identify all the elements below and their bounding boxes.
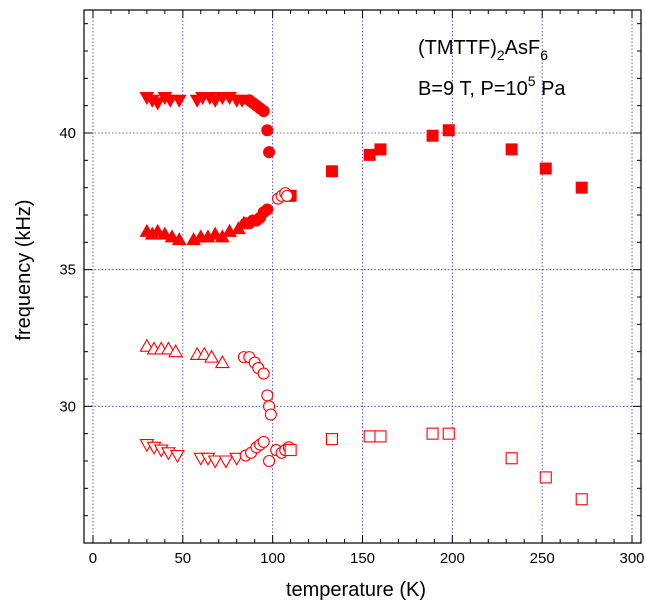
conditions-annotation: B=9 T, P=105 Pa bbox=[418, 73, 566, 100]
data-point bbox=[505, 452, 518, 465]
x-tick-label: 200 bbox=[440, 550, 465, 567]
data-point bbox=[426, 129, 439, 142]
data-point bbox=[171, 232, 187, 246]
series-6 bbox=[139, 338, 230, 369]
series-10 bbox=[284, 427, 588, 506]
data-point bbox=[214, 354, 230, 369]
data-point bbox=[426, 427, 439, 440]
compound-subscript-2: 6 bbox=[540, 47, 548, 63]
data-point bbox=[168, 344, 184, 358]
conditions-prefix: B=9 T, P=10 bbox=[418, 78, 528, 100]
data-point bbox=[363, 430, 376, 443]
data-point bbox=[207, 455, 223, 469]
data-point bbox=[374, 430, 387, 443]
y-tick-label: 30 bbox=[59, 398, 76, 415]
data-point bbox=[264, 408, 277, 421]
series-2 bbox=[239, 94, 276, 230]
data-points bbox=[139, 91, 588, 506]
data-point bbox=[257, 367, 270, 380]
data-point bbox=[257, 435, 270, 448]
data-point bbox=[325, 433, 339, 446]
data-point bbox=[280, 189, 294, 202]
data-point bbox=[207, 94, 223, 108]
data-point bbox=[236, 215, 252, 229]
data-point bbox=[261, 389, 274, 402]
data-point bbox=[374, 143, 387, 156]
data-point bbox=[505, 143, 518, 156]
data-point bbox=[162, 94, 178, 108]
tick-labels: 0 50 100 150 200 250 300 30 35 40 bbox=[59, 125, 644, 567]
data-point bbox=[150, 223, 166, 237]
y-tick-label: 40 bbox=[59, 125, 76, 142]
data-point bbox=[218, 455, 234, 469]
x-axis-label: temperature (K) bbox=[286, 579, 426, 601]
compound-prefix: (TMTTF) bbox=[418, 37, 497, 59]
data-point bbox=[261, 124, 274, 137]
compound-mid: AsF bbox=[505, 37, 541, 59]
data-point bbox=[575, 493, 588, 506]
x-tick-label: 0 bbox=[89, 550, 97, 567]
data-point bbox=[325, 165, 338, 178]
x-tick-label: 50 bbox=[174, 550, 191, 567]
series-8 bbox=[139, 439, 245, 469]
tick-marks bbox=[84, 10, 641, 543]
data-point bbox=[539, 471, 552, 484]
data-point bbox=[539, 162, 552, 175]
data-point bbox=[204, 349, 220, 363]
data-point bbox=[169, 449, 185, 464]
data-point bbox=[150, 97, 166, 111]
data-point bbox=[257, 105, 270, 118]
data-point bbox=[442, 124, 455, 137]
compound-annotation: (TMTTF)2AsF6 bbox=[418, 37, 548, 63]
x-tick-label: 150 bbox=[350, 550, 375, 567]
conditions-suffix: Pa bbox=[536, 78, 567, 100]
data-point bbox=[363, 148, 376, 161]
series-5 bbox=[272, 187, 294, 205]
x-tick-label: 100 bbox=[260, 550, 285, 567]
series-3 bbox=[139, 215, 252, 246]
data-point bbox=[575, 181, 588, 194]
compound-subscript-1: 2 bbox=[497, 47, 505, 63]
series-7 bbox=[237, 351, 277, 421]
data-point bbox=[157, 226, 173, 240]
y-axis-label: frequency (kHz) bbox=[13, 199, 35, 340]
data-point bbox=[263, 146, 276, 159]
data-point bbox=[207, 226, 223, 240]
x-tick-label: 250 bbox=[530, 550, 555, 567]
data-point bbox=[171, 94, 187, 108]
data-point bbox=[284, 444, 297, 457]
y-tick-label: 35 bbox=[59, 262, 76, 279]
x-tick-label: 300 bbox=[620, 550, 645, 567]
series-1 bbox=[139, 91, 250, 111]
data-point bbox=[164, 229, 180, 243]
data-point bbox=[442, 427, 455, 440]
data-point bbox=[263, 454, 276, 468]
conditions-superscript: 5 bbox=[528, 73, 536, 89]
